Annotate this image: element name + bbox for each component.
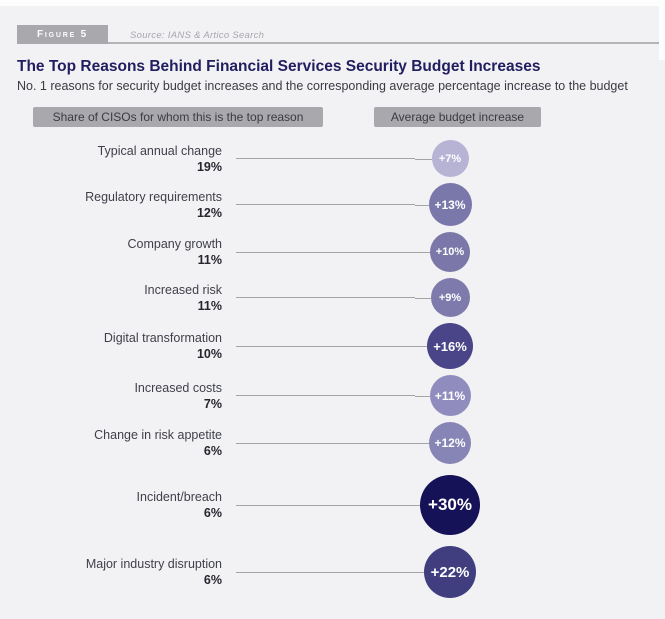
bubble-chart: Typical annual change 19% +7% Regulatory…	[0, 137, 485, 601]
chart-row: Company growth 11% +10%	[0, 229, 485, 275]
page-top-edge	[0, 0, 665, 6]
row-label: Regulatory requirements 12%	[0, 189, 222, 221]
connector-line	[236, 345, 415, 347]
row-label: Digital transformation 10%	[0, 330, 222, 362]
chart-row: Change in risk appetite 6% +12%	[0, 419, 485, 467]
share-value: 11%	[197, 253, 222, 267]
row-label: Major industry disruption 6%	[0, 556, 222, 588]
row-label: Increased risk 11%	[0, 282, 222, 314]
connector-line	[236, 442, 415, 444]
reason-label: Major industry disruption	[85, 557, 222, 571]
share-value: 6%	[203, 444, 222, 458]
share-value: 6%	[203, 573, 222, 587]
connector-line	[236, 158, 415, 159]
chart-row: Typical annual change 19% +7%	[0, 137, 485, 180]
connector-line	[236, 571, 415, 573]
share-value: 7%	[203, 396, 222, 411]
bubble-wrap: +30%	[415, 472, 485, 538]
increase-bubble: +12%	[429, 422, 471, 464]
increase-bubble: +22%	[424, 546, 476, 598]
reason-label: Increased risk	[144, 282, 222, 297]
bubble-wrap: +11%	[415, 372, 485, 419]
divider-line	[17, 42, 659, 44]
connector-line	[236, 395, 415, 396]
bubble-wrap: +7%	[415, 137, 485, 180]
bubble-wrap: +10%	[415, 229, 485, 275]
share-value: 11%	[197, 298, 222, 313]
reason-label: Digital transformation	[103, 331, 222, 345]
figure-label: Figure 5	[17, 25, 108, 44]
reason-label: Incident/breach	[136, 490, 222, 504]
increase-bubble: +10%	[430, 232, 470, 272]
bubble-wrap: +12%	[415, 419, 485, 467]
increase-bubble: +7%	[431, 140, 469, 177]
increase-bubble: +11%	[429, 375, 471, 416]
page-title: The Top Reasons Behind Financial Service…	[17, 58, 541, 75]
bubble-wrap: +13%	[415, 180, 485, 229]
share-value: 10%	[196, 347, 222, 361]
chart-row: Regulatory requirements 12% +13%	[0, 180, 485, 229]
chart-row: Increased costs 7% +11%	[0, 372, 485, 419]
increase-bubble: +9%	[430, 278, 470, 317]
connector-line	[236, 297, 415, 298]
page-subtitle: No. 1 reasons for security budget increa…	[17, 79, 628, 93]
reason-label: Change in risk appetite	[94, 428, 222, 442]
connector-line	[236, 204, 415, 205]
reason-label: Typical annual change	[97, 143, 222, 158]
legend-share-label: Share of CISOs for whom this is the top …	[33, 107, 323, 127]
row-label: Incident/breach 6%	[0, 489, 222, 521]
connector-line	[236, 504, 415, 506]
row-label: Typical annual change 19%	[0, 143, 222, 175]
chart-row: Digital transformation 10% +16%	[0, 320, 485, 372]
increase-bubble: +16%	[427, 323, 473, 369]
chart-row: Major industry disruption 6% +22%	[0, 543, 485, 601]
increase-bubble: +13%	[428, 183, 472, 226]
page-right-edge	[659, 0, 665, 60]
share-value: 19%	[196, 159, 222, 174]
legend-increase-label: Average budget increase	[374, 107, 541, 127]
chart-row: Incident/breach 6% +30%	[0, 472, 485, 538]
reason-label: Company growth	[127, 237, 223, 251]
figure-source: Source: IANS & Artico Search	[130, 30, 265, 41]
share-value: 12%	[196, 205, 222, 220]
bubble-wrap: +9%	[415, 275, 485, 320]
bubble-wrap: +16%	[415, 320, 485, 372]
row-label: Company growth 11%	[0, 236, 223, 268]
increase-bubble: +30%	[420, 475, 480, 535]
reason-label: Regulatory requirements	[85, 189, 222, 204]
share-value: 6%	[203, 506, 222, 520]
row-label: Change in risk appetite 6%	[0, 427, 222, 459]
chart-row: Increased risk 11% +9%	[0, 275, 485, 320]
connector-line	[236, 251, 415, 253]
bubble-wrap: +22%	[415, 543, 485, 601]
reason-label: Increased costs	[134, 380, 222, 395]
row-label: Increased costs 7%	[0, 380, 222, 412]
